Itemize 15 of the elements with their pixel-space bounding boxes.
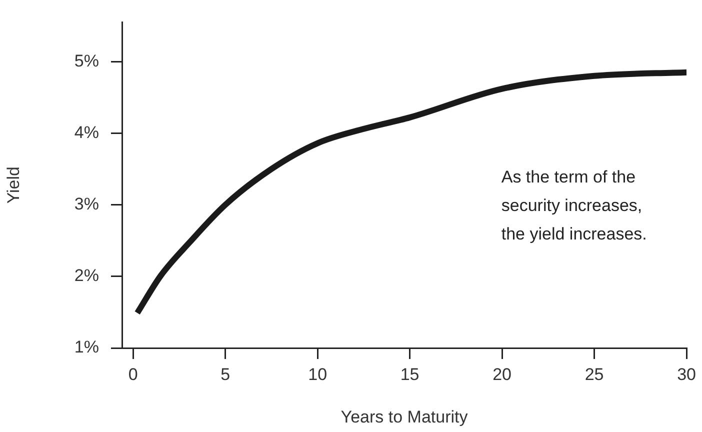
x-tick-label: 25	[584, 364, 604, 384]
y-tick-label: 4%	[74, 122, 99, 142]
y-axis-title: Yield	[4, 166, 23, 204]
y-tick-label: 5%	[74, 51, 99, 70]
x-tick-label: 10	[308, 364, 328, 384]
y-tick-label: 3%	[74, 194, 99, 214]
x-tick-label: 15	[400, 364, 420, 384]
x-tick-label: 0	[128, 364, 138, 384]
y-tick-label: 1%	[74, 338, 99, 357]
x-axis-title: Years to Maturity	[340, 407, 468, 426]
x-tick-label: 20	[492, 364, 512, 384]
x-tick-label: 30	[677, 364, 696, 384]
y-tick-label: 2%	[74, 266, 99, 286]
x-tick-label: 5	[220, 364, 230, 384]
annotation: As the term of the security increases, the yield increases.	[501, 167, 647, 244]
